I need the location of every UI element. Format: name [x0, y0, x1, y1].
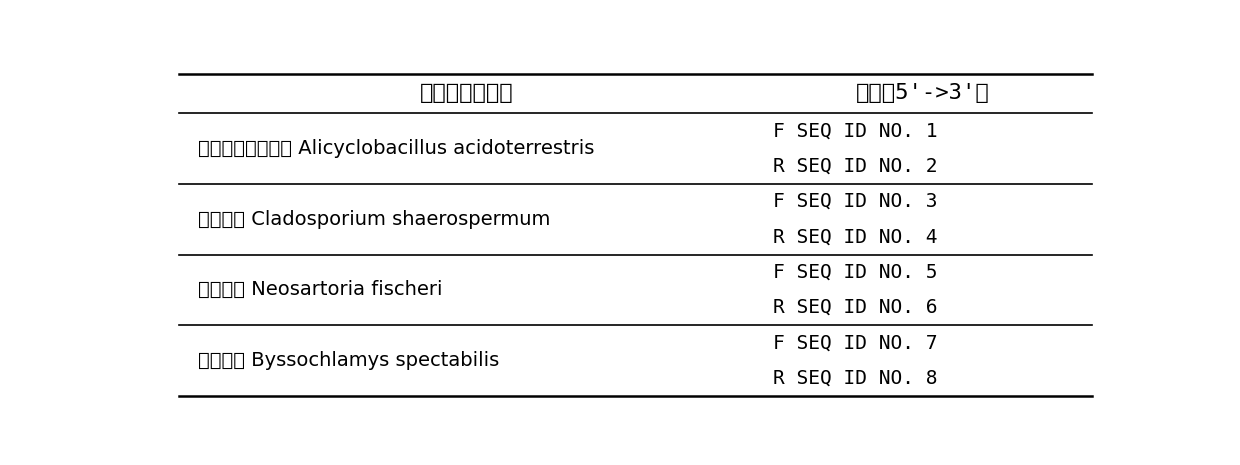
Text: F SEQ ID NO. 7: F SEQ ID NO. 7	[774, 333, 937, 352]
Text: 丝衣霉花 Byssochlamys spectabilis: 丝衣霉花 Byssochlamys spectabilis	[198, 351, 500, 370]
Text: R SEQ ID NO. 2: R SEQ ID NO. 2	[774, 157, 937, 176]
Text: 腐败霉菌 Neosartoria fischeri: 腐败霉菌 Neosartoria fischeri	[198, 280, 443, 299]
Text: 球孢枝孢 Cladosporium shaerospermum: 球孢枝孢 Cladosporium shaerospermum	[198, 210, 551, 229]
Text: 酸土环脂芽孢杆菌 Alicyclobacillus acidoterrestris: 酸土环脂芽孢杆菌 Alicyclobacillus acidoterrestri…	[198, 139, 595, 158]
Text: 果汁饮料耐热菌: 果汁饮料耐热菌	[420, 83, 513, 103]
Text: R SEQ ID NO. 4: R SEQ ID NO. 4	[774, 227, 937, 246]
Text: R SEQ ID NO. 6: R SEQ ID NO. 6	[774, 298, 937, 317]
Text: F SEQ ID NO. 3: F SEQ ID NO. 3	[774, 192, 937, 211]
Text: F SEQ ID NO. 1: F SEQ ID NO. 1	[774, 121, 937, 140]
Text: 序列（5'->3'）: 序列（5'->3'）	[856, 83, 990, 103]
Text: F SEQ ID NO. 5: F SEQ ID NO. 5	[774, 263, 937, 282]
Text: R SEQ ID NO. 8: R SEQ ID NO. 8	[774, 369, 937, 388]
